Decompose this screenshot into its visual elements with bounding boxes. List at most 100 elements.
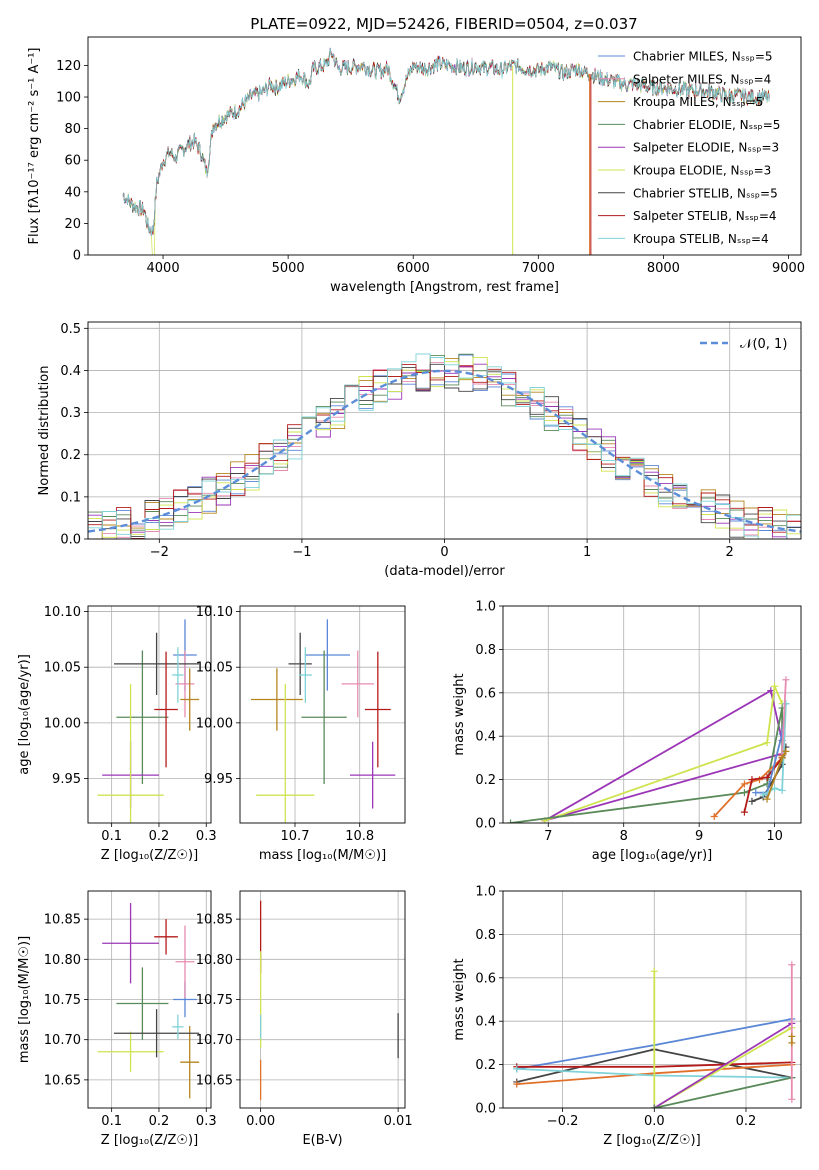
weight-marker [788,1032,796,1040]
y-tick-label: 9.95 [204,772,233,787]
y-tick-label: 0 [73,249,81,264]
y-tick-label: 10.00 [196,716,233,731]
y-tick-label: 10.85 [44,913,81,928]
histogram-kroupa-stelib [88,353,801,539]
y-axis-label: mass weight [452,673,467,755]
x-tick-label: 10.8 [345,829,374,844]
weight-line-kroupa-elodie [544,682,783,822]
weight-marker [778,786,786,794]
histogram-salpeter-stelib [88,364,801,539]
x-tick-label: 0.1 [101,1114,122,1129]
y-axis-label: mass [log₁₀(M/M☉)] [17,936,32,1063]
x-tick-label: 0.3 [196,1114,217,1129]
y-tick-label: 10.10 [44,605,81,620]
weight-marker [513,1065,521,1073]
y-tick-label: 10.85 [196,913,233,928]
weight-line-salpeter-elodie [653,1022,793,1108]
weight-marker [740,808,748,816]
y-tick-label: 10.70 [44,1033,81,1048]
weight-vs-metallicity-panel: −0.2 0.0 0.2 0.0 0.2 0.4 0.6 0.8 1.0 Z [log₁₀(Z/Z… [452,885,802,1148]
x-tick-label: 10 [766,829,783,844]
x-tick-label: 0.2 [149,829,170,844]
y-tick-label: 100 [56,91,81,106]
weight-marker [788,1039,796,1047]
y-axis-label: age [log₁₀(age/yr)] [17,654,32,775]
x-axis-label: Z [log₁₀(Z/Z☉)] [101,848,198,863]
plot-area [259,900,399,1100]
x-tick-label: 8 [620,829,628,844]
weight-vs-age-panel: 7 8 9 10 0.0 0.2 0.4 0.6 0.8 1.0 age [log₁₀(age/yr… [452,600,802,863]
plot-area [122,47,770,255]
plot-area [97,619,200,823]
weight-line-salpeter-elodie [544,689,783,822]
legend-label: Kroupa ELODIE, Nₛₛₚ=3 [633,164,771,178]
legend-label: Chabrier STELIB, Nₛₛₚ=5 [633,186,778,200]
y-tick-label: 10.80 [44,953,81,968]
x-tick-label: 1 [583,545,591,560]
weight-marker [740,780,748,788]
weight-marker [763,773,771,781]
y-tick-label: 10.80 [196,953,233,968]
weight-marker [752,789,760,797]
y-tick-label: 80 [64,122,81,137]
weight-line-salpeter-miles [781,679,787,754]
x-tick-label: 7000 [522,261,555,276]
x-tick-label: 0.1 [101,829,122,844]
age-vs-mass-panel: 10.7 10.8 9.95 10.00 10.05 10.10 mass [log₁₀(M… [196,605,406,863]
y-tick-label: 10.75 [44,993,81,1008]
weight-marker [763,739,771,747]
legend-label: Salpeter STELIB, Nₛₛₚ=4 [633,209,777,223]
x-tick-label: 9 [695,829,703,844]
x-axis-label: mass [log₁₀(M/M☉)] [259,848,386,863]
y-tick-label: 0.4 [60,364,81,379]
x-tick-label: 0.00 [246,1114,275,1129]
x-tick-label: 4000 [147,261,180,276]
weight-marker [788,1095,796,1103]
x-tick-label: 6000 [397,261,430,276]
x-axis-label: Z [log₁₀(Z/Z☉)] [101,1133,198,1148]
weight-marker [763,795,771,803]
plot-area [251,619,396,823]
weight-marker [513,1080,521,1088]
plot-area [88,353,801,539]
residual-histogram-panel: −2 −1 0 1 2 0.0 0.1 0.2 0.3 0.4 0.5 (data-model)/er… [37,321,802,579]
plot-area [513,961,796,1108]
y-axis-label: Normed distribution [37,366,52,496]
y-tick-label: 10.75 [196,993,233,1008]
x-tick-label: −0.2 [547,1114,579,1129]
x-tick-label: −2 [150,545,169,560]
y-tick-label: 0.5 [60,322,81,337]
weight-line-chabrier-elodie [654,1076,792,1108]
x-tick-label: 0.3 [196,829,217,844]
x-tick-label: 10.7 [281,829,310,844]
x-tick-label: 0 [440,545,448,560]
weight-marker [782,747,790,755]
legend-label: Salpeter ELODIE, Nₛₛₚ=3 [633,141,779,155]
x-tick-label: 0.0 [644,1114,665,1129]
axes-frame [87,36,802,256]
weight-marker [650,1104,658,1108]
y-tick-label: 60 [64,154,81,169]
normal-curve [88,369,801,533]
weight-marker [740,789,748,797]
mass-vs-extinction-panel: 0.00 0.01 10.65 10.70 10.75 10.80 10.85 E(B-V) [196,890,413,1148]
axes-frame [87,605,212,824]
x-tick-label: 7 [544,829,552,844]
legend-label: Salpeter MILES, Nₛₛₚ=4 [633,72,771,86]
weight-marker [507,819,515,823]
weight-marker [748,776,756,784]
x-tick-label: 8000 [647,261,680,276]
axes-frame [239,890,406,1109]
weight-marker [710,812,718,820]
spectrum-legend: Chabrier MILES, Nₛₛₚ=5 Salpeter MILES, Nₛ… [598,50,780,246]
axes-frame [87,890,212,1109]
weight-line-salpeter-stelib [743,757,783,813]
x-tick-label: 0.01 [384,1114,413,1129]
spectrum-line-kroupa-stelib [122,48,770,237]
x-axis-label: (data-model)/error [384,564,505,579]
axes-frame [239,605,406,824]
plot-area [97,903,200,1099]
axes-frame [87,321,802,540]
y-tick-label: 0.8 [475,928,496,943]
